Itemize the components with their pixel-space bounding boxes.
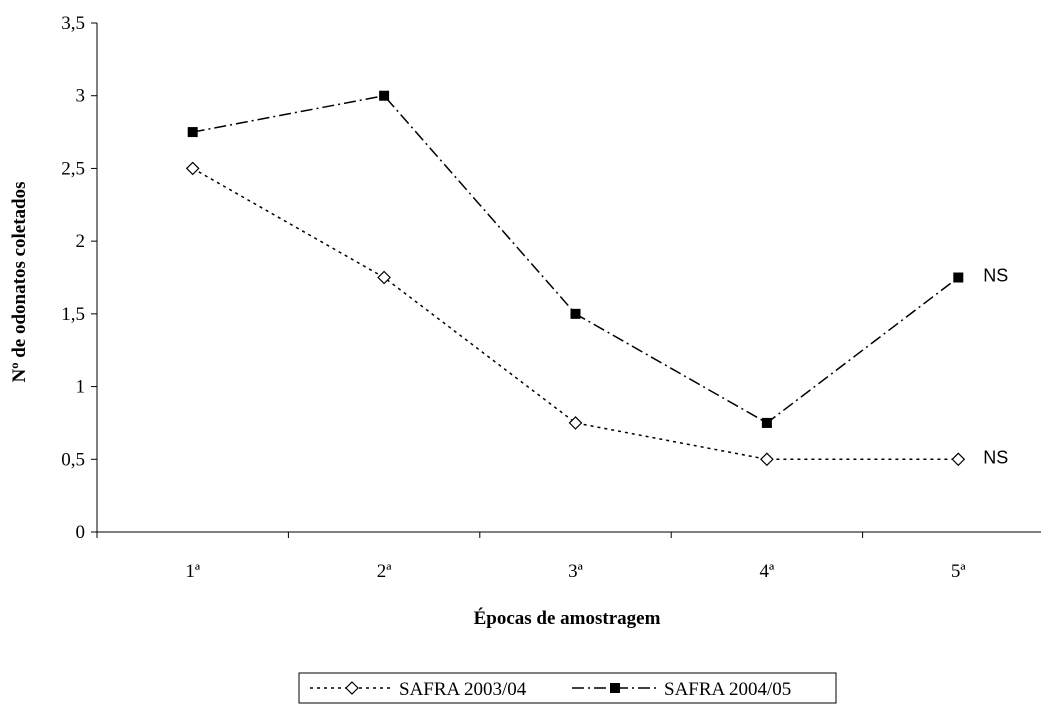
y-tick-label: 1,5 <box>61 304 85 325</box>
data-point-safra-2004-05 <box>187 127 198 138</box>
axes <box>96 23 1041 533</box>
annotation-ns: NS <box>983 266 1008 286</box>
data-point-safra-2003-04 <box>568 416 583 430</box>
data-point-safra-2004-05 <box>570 308 581 319</box>
y-tick-label: 3,5 <box>61 13 85 34</box>
x-ticks: 1ª 2ª 3ª 4ª 5ª <box>96 532 967 582</box>
x-tick-label: 3ª <box>568 561 584 582</box>
y-axis-title: Nº de odonatos coletados <box>9 181 30 382</box>
legend: SAFRA 2003/04 SAFRA 2004/05 <box>298 672 837 704</box>
y-tick-label: 3 <box>76 86 86 107</box>
data-point-safra-2003-04 <box>760 452 774 467</box>
y-tick-label: 2 <box>76 231 86 252</box>
data-point-safra-2003-04 <box>951 452 966 467</box>
legend-label-safra-2003-04: SAFRA 2003/04 <box>399 679 527 700</box>
x-tick-label: 1ª <box>185 561 201 582</box>
legend-item-safra-2003-04: SAFRA 2003/04 <box>310 679 527 700</box>
legend-item-safra-2004-05: SAFRA 2004/05 <box>572 679 791 700</box>
series-markers <box>185 90 966 467</box>
annotations: NS NS <box>983 266 1008 468</box>
y-tick-label: 0,5 <box>61 449 85 470</box>
series-line-safra-2004-05 <box>192 94 959 424</box>
x-tick-label: 2ª <box>377 561 393 582</box>
x-axis-title: Épocas de amostragem <box>474 607 661 629</box>
legend-label-safra-2004-05: SAFRA 2004/05 <box>664 679 791 700</box>
x-tick-label: 5ª <box>951 561 967 582</box>
data-point-safra-2004-05 <box>761 417 772 428</box>
data-point-safra-2003-04 <box>185 161 200 176</box>
y-tick-label: 0 <box>76 522 86 543</box>
annotation-ns: NS <box>983 447 1008 467</box>
data-point-safra-2004-05 <box>953 272 964 283</box>
y-tick-label: 1 <box>76 377 86 398</box>
y-ticks: 0 0,5 1 1,5 2 2,5 3 3,5 <box>61 13 97 543</box>
data-point-safra-2004-05 <box>379 90 390 101</box>
legend-marker-safra-2004-05 <box>610 683 620 693</box>
series-lines <box>192 94 959 461</box>
data-point-safra-2003-04 <box>377 270 391 285</box>
x-tick-label: 4ª <box>760 561 776 582</box>
legend-marker-safra-2003-04 <box>345 681 359 695</box>
y-tick-label: 2,5 <box>61 158 85 179</box>
